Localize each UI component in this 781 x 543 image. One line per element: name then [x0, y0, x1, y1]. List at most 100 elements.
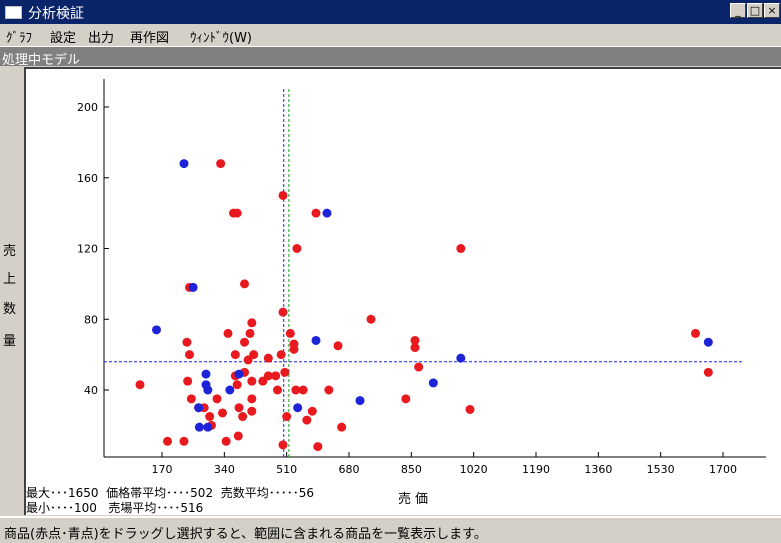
red-data-point[interactable] [218, 408, 227, 418]
menu-graph[interactable]: ｸﾞﾗﾌ [6, 31, 32, 46]
blue-data-point[interactable] [203, 422, 213, 432]
blue-data-point[interactable] [201, 369, 211, 379]
minimize-button[interactable]: _ [730, 3, 746, 18]
menu-settings[interactable]: 設定 [50, 31, 77, 46]
red-data-point[interactable] [216, 159, 226, 169]
blue-data-point[interactable] [355, 396, 365, 406]
menu-replot[interactable]: 再作図 [130, 31, 170, 46]
red-data-point[interactable] [366, 314, 376, 324]
blue-data-point[interactable] [203, 385, 213, 395]
red-data-point[interactable] [273, 385, 282, 395]
stats-line-2: 最小････100 売場平均････516 [26, 501, 204, 515]
blue-data-point[interactable] [456, 353, 466, 363]
red-data-point[interactable] [285, 328, 295, 338]
red-data-point[interactable] [249, 350, 259, 360]
red-data-point[interactable] [465, 404, 475, 414]
y-tick-label: 80 [84, 313, 98, 326]
red-data-point[interactable] [247, 394, 257, 404]
red-data-point[interactable] [410, 335, 420, 345]
red-data-point[interactable] [232, 208, 242, 218]
blue-data-point[interactable] [194, 403, 204, 413]
red-data-point[interactable] [212, 394, 222, 404]
red-data-point[interactable] [414, 362, 424, 372]
red-data-point[interactable] [232, 380, 242, 390]
blue-data-point[interactable] [194, 422, 204, 432]
red-data-point[interactable] [221, 436, 231, 446]
y-axis-label-char-4: 量 [3, 334, 17, 349]
red-data-point[interactable] [276, 350, 286, 360]
blue-data-point[interactable] [234, 369, 244, 379]
x-tick-label: 1360 [584, 463, 612, 476]
red-data-point[interactable] [333, 341, 343, 351]
red-data-point[interactable] [233, 431, 243, 441]
red-data-point[interactable] [234, 403, 244, 413]
blue-data-point[interactable] [293, 403, 303, 413]
blue-data-point[interactable] [188, 282, 198, 292]
red-data-point[interactable] [302, 415, 312, 425]
red-data-point[interactable] [205, 412, 215, 422]
red-data-point[interactable] [691, 328, 700, 338]
red-data-point[interactable] [324, 385, 334, 395]
blue-data-point[interactable] [225, 385, 235, 395]
red-data-point[interactable] [410, 343, 420, 353]
chart-area[interactable]: 40 80 120 160 200 170 340 510 680 850 1020 1190 1360… [24, 67, 781, 515]
red-data-point[interactable] [298, 385, 308, 395]
x-tick-label: 1530 [647, 463, 675, 476]
red-data-point[interactable] [247, 376, 257, 386]
menu-window[interactable]: ｳｨﾝﾄﾞｳ(W) [190, 31, 252, 46]
scatter-chart[interactable]: 40 80 120 160 200 170 340 510 680 850 1020 1190 1360… [26, 69, 781, 515]
red-data-point[interactable] [271, 371, 281, 381]
x-tick-label: 170 [152, 463, 173, 476]
panel-header: 処理中モデル [0, 47, 781, 68]
red-data-point[interactable] [401, 394, 411, 404]
red-data-point[interactable] [247, 406, 257, 416]
red-data-point[interactable] [183, 376, 193, 386]
menu-output[interactable]: 出力 [88, 31, 115, 46]
red-data-point[interactable] [182, 337, 192, 347]
red-data-point[interactable] [135, 380, 145, 390]
blue-data-point[interactable] [703, 337, 713, 347]
red-data-point[interactable] [337, 422, 347, 432]
blue-data-point[interactable] [428, 378, 438, 388]
red-data-point[interactable] [456, 244, 466, 253]
red-data-point[interactable] [179, 436, 189, 446]
red-data-point[interactable] [186, 394, 196, 404]
blue-data-point[interactable] [179, 159, 189, 169]
y-axis-label-char-2: 上 [3, 272, 17, 287]
red-data-point[interactable] [292, 244, 302, 253]
red-data-point[interactable] [307, 406, 317, 416]
app-icon [5, 6, 22, 19]
y-axis-label-char-3: 数 [3, 302, 17, 317]
red-data-point[interactable] [240, 279, 249, 289]
red-data-point[interactable] [230, 350, 240, 360]
red-data-point[interactable] [313, 442, 323, 452]
red-data-point[interactable] [282, 412, 292, 422]
red-data-point[interactable] [185, 350, 194, 360]
blue-data-point[interactable] [311, 335, 321, 345]
blue-data-point[interactable] [152, 325, 161, 335]
red-data-point[interactable] [223, 328, 233, 338]
red-data-point[interactable] [280, 367, 290, 377]
red-data-point[interactable] [240, 337, 249, 347]
red-data-point[interactable] [278, 440, 288, 450]
red-data-point[interactable] [278, 190, 288, 200]
red-data-point[interactable] [278, 307, 288, 317]
title-bar: 分析検証 _ □ × [0, 0, 781, 24]
red-data-point[interactable] [263, 353, 273, 363]
panel-label: 処理中モデル [2, 53, 81, 68]
x-axis-label: 売価 [398, 492, 433, 507]
y-tick-label: 40 [84, 384, 98, 397]
maximize-button[interactable]: □ [747, 3, 763, 18]
red-data-point[interactable] [163, 436, 172, 446]
red-data-point[interactable] [247, 318, 257, 328]
blue-data-point[interactable] [322, 208, 332, 218]
red-data-point[interactable] [263, 371, 273, 381]
red-data-point[interactable] [703, 367, 713, 377]
red-data-point[interactable] [311, 208, 321, 218]
red-data-point[interactable] [245, 328, 255, 338]
red-data-point[interactable] [291, 385, 301, 395]
red-data-point[interactable] [289, 344, 299, 354]
status-bar: 商品(赤点･青点)をドラッグし選択すると、範囲に含まれる商品を一覧表示します。 [0, 516, 781, 543]
red-data-point[interactable] [238, 412, 248, 422]
close-button[interactable]: × [764, 3, 780, 18]
